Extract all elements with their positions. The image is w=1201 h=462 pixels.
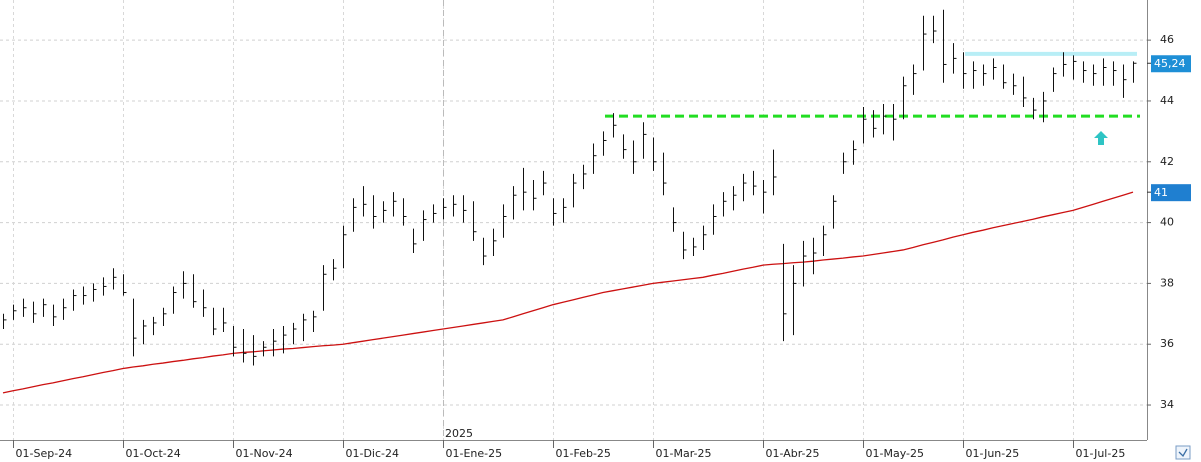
- y-tick-label: 38: [1160, 276, 1174, 289]
- price-label-box: [1151, 55, 1191, 73]
- y-tick-label: 46: [1160, 33, 1174, 46]
- price-label: 45,24: [1154, 57, 1186, 70]
- y-tick-label: 42: [1160, 155, 1174, 168]
- x-tick-label: 01-May-25: [866, 447, 924, 460]
- x-tick-label: 01-Ene-25: [446, 447, 503, 460]
- price-label: 41: [1154, 186, 1168, 199]
- scroll-button[interactable]: [1175, 445, 1191, 460]
- y-tick-label: 44: [1160, 94, 1174, 107]
- y-tick-label: 36: [1160, 337, 1174, 350]
- x-tick-label: 01-Abr-25: [766, 447, 820, 460]
- moving-average: [2, 191, 1134, 394]
- y-tick-label: 40: [1160, 216, 1174, 229]
- price-label-box: [1151, 184, 1191, 202]
- year-label: 2025: [445, 427, 473, 440]
- x-tick-label: 01-Mar-25: [656, 447, 712, 460]
- scroll-icon: [1178, 448, 1188, 458]
- x-tick-label: 01-Sep-24: [16, 447, 73, 460]
- x-tick-label: 01-Jul-25: [1076, 447, 1126, 460]
- x-tick-label: 01-Oct-24: [126, 447, 181, 460]
- arrow-icon: [1094, 131, 1108, 145]
- x-tick-label: 01-Jun-25: [966, 447, 1020, 460]
- x-tick-label: 01-Nov-24: [236, 447, 293, 460]
- x-tick-label: 01-Dic-24: [346, 447, 400, 460]
- x-tick-label: 01-Feb-25: [556, 447, 611, 460]
- y-tick-label: 34: [1160, 398, 1174, 411]
